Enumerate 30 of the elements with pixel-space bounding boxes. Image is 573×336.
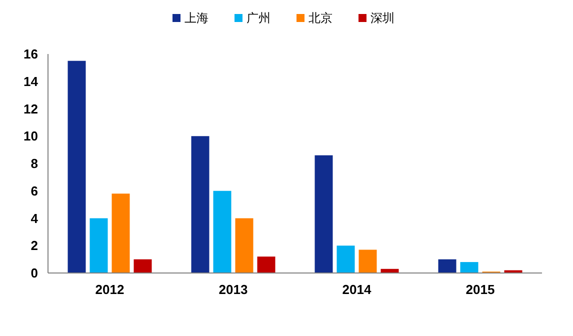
- bar: [213, 190, 232, 273]
- bar: [134, 259, 152, 273]
- bar: [460, 262, 478, 273]
- legend-label: 深圳: [370, 11, 394, 25]
- legend-label: 上海: [184, 11, 208, 25]
- y-tick-label: 16: [24, 46, 38, 62]
- y-tick-label: 8: [30, 156, 38, 171]
- y-tick-label: 2: [30, 238, 38, 254]
- y-tick-label: 12: [24, 101, 38, 116]
- x-tick-label: 2015: [466, 282, 495, 297]
- bar: [90, 218, 108, 273]
- bar: [68, 60, 86, 273]
- x-tick-label: 2013: [218, 282, 248, 297]
- bar: [257, 256, 276, 273]
- legend-label: 北京: [308, 11, 332, 25]
- x-tick-label: 2014: [342, 282, 372, 297]
- y-tick-label: 6: [30, 183, 38, 198]
- bar: [358, 250, 377, 273]
- bar: [336, 246, 355, 273]
- bar: [112, 194, 130, 273]
- bar: [438, 259, 456, 273]
- legend-label: 广州: [246, 11, 270, 25]
- bar: [191, 136, 210, 273]
- x-tick-label: 2012: [95, 282, 124, 297]
- y-tick-label: 14: [24, 74, 39, 89]
- y-tick-label: 4: [30, 210, 39, 226]
- y-tick-label: 10: [24, 128, 38, 144]
- y-tick-label: 0: [30, 266, 38, 280]
- bar: [314, 155, 333, 273]
- bar: [235, 218, 254, 273]
